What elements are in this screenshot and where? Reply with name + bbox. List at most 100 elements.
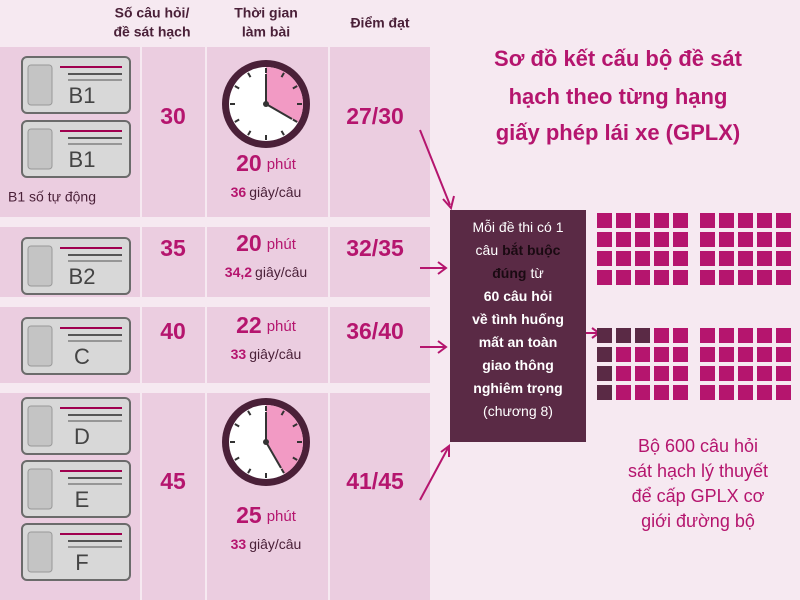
title-line: giấy phép lái xe (GPLX) — [496, 120, 741, 145]
arrow — [419, 129, 451, 206]
question-square — [738, 385, 753, 400]
clock-tick — [292, 85, 298, 90]
note-text: câu — [476, 242, 499, 258]
license-card: B1 — [21, 120, 131, 178]
license-note: B1 số tự động — [8, 189, 96, 205]
note-text: nghiêm trọng — [473, 380, 562, 396]
question-square — [700, 347, 715, 362]
note-text: bắt buộc — [502, 241, 561, 258]
question-square — [616, 270, 631, 285]
question-square — [700, 328, 715, 343]
note-line: đúng từ — [492, 265, 543, 281]
arrow — [420, 340, 448, 354]
question-square — [616, 328, 631, 343]
question-square — [738, 270, 753, 285]
card-photo — [27, 245, 53, 287]
question-square — [654, 366, 669, 381]
note-text: giao thông — [482, 357, 554, 373]
note-line: Mỗi đề thi có 1 — [472, 219, 563, 235]
minute-unit: phút — [267, 156, 297, 173]
question-square — [597, 251, 612, 266]
caption-line: giới đường bộ — [641, 511, 755, 531]
question-square — [776, 385, 791, 400]
pass-score: 36/40 — [346, 318, 404, 344]
question-square — [719, 232, 734, 247]
clock-tick — [292, 456, 298, 461]
question-square — [757, 232, 772, 247]
question-square — [673, 366, 688, 381]
question-square — [616, 213, 631, 228]
header-score: Điểm đạt — [350, 15, 409, 31]
question-square — [776, 347, 791, 362]
clock-tick — [234, 118, 240, 123]
license-card: C — [21, 317, 131, 375]
question-square — [738, 213, 753, 228]
seconds-unit: giây/câu — [249, 536, 301, 552]
question-square — [700, 251, 715, 266]
question-square — [757, 328, 772, 343]
note-line: (chương 8) — [483, 403, 553, 419]
question-square — [635, 366, 650, 381]
time-per-question: 36 giây/câu — [231, 184, 302, 200]
question-square — [757, 213, 772, 228]
clock-tick — [292, 423, 298, 428]
question-square — [738, 232, 753, 247]
license-class: E — [75, 487, 90, 512]
row-band — [142, 307, 205, 383]
clock-tick — [234, 85, 240, 90]
clock-tick — [247, 72, 252, 78]
note-text: 60 câu hỏi — [484, 288, 552, 304]
question-square — [738, 328, 753, 343]
question-square — [738, 251, 753, 266]
question-square — [635, 347, 650, 362]
seconds-unit: giây/câu — [249, 184, 301, 200]
arrow-head — [442, 195, 455, 211]
minutes: 20 — [236, 150, 262, 176]
question-square — [673, 347, 688, 362]
question-square — [738, 366, 753, 381]
minute-unit: phút — [267, 236, 297, 253]
question-square — [654, 328, 669, 343]
question-square — [757, 270, 772, 285]
minutes: 20 — [236, 230, 262, 256]
question-square — [616, 232, 631, 247]
clock-tick — [234, 456, 240, 461]
license-class: B2 — [69, 264, 96, 289]
title: Sơ đồ kết cấu bộ đề sát hạch theo từng h… — [494, 46, 743, 145]
question-square — [700, 385, 715, 400]
question-square — [597, 385, 612, 400]
question-square — [719, 251, 734, 266]
clock-center — [263, 101, 269, 107]
time-minutes: 22 phút — [236, 312, 297, 338]
header-questions: Số câu hỏi/ — [115, 5, 190, 21]
question-count: 40 — [160, 318, 186, 344]
note-text: từ — [530, 265, 543, 281]
question-square — [700, 366, 715, 381]
question-square — [635, 232, 650, 247]
license-class: B1 — [69, 83, 96, 108]
license-class: F — [75, 550, 88, 575]
time-per-question: 33 giây/câu — [231, 536, 302, 552]
time-per-question: 34,2 giây/câu — [225, 264, 307, 280]
question-square — [757, 385, 772, 400]
question-square — [654, 213, 669, 228]
question-square — [757, 366, 772, 381]
row-band — [207, 227, 328, 297]
question-square — [673, 232, 688, 247]
question-square — [719, 270, 734, 285]
question-square — [757, 347, 772, 362]
question-square — [654, 270, 669, 285]
clock-tick — [292, 118, 298, 123]
row-band — [330, 307, 430, 383]
pass-score: 27/30 — [346, 103, 404, 129]
note-box — [450, 210, 586, 442]
clock-tick — [247, 410, 252, 416]
caption-line: để cấp GPLX cơ — [632, 486, 765, 506]
card-photo — [27, 531, 53, 573]
seconds-unit: giây/câu — [255, 264, 307, 280]
question-square — [776, 366, 791, 381]
note-line: mất an toàn — [479, 334, 558, 350]
row-band — [142, 47, 205, 217]
question-square — [616, 347, 631, 362]
note-line: 60 câu hỏi — [484, 288, 552, 304]
